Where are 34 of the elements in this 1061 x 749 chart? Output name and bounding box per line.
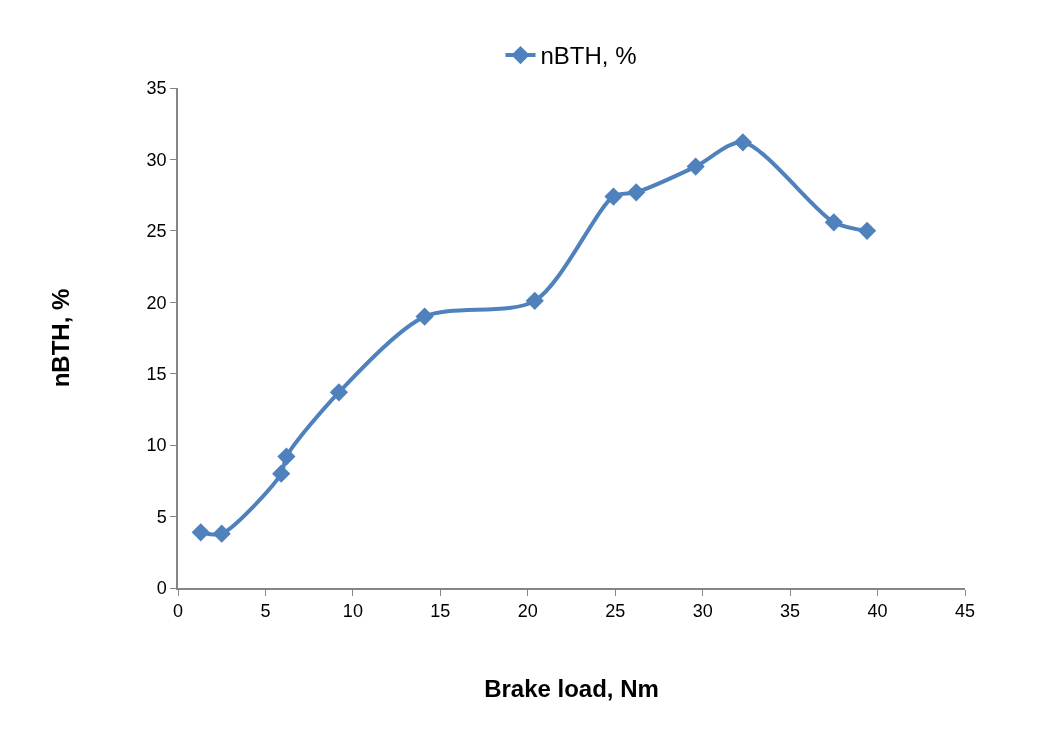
y-tick-label: 35 xyxy=(146,78,167,99)
x-tick-label: 30 xyxy=(692,601,713,622)
point xyxy=(277,447,296,466)
x-tick-label: 35 xyxy=(780,601,801,622)
x-tick-label: 0 xyxy=(172,601,184,622)
y-tick-label: 15 xyxy=(146,364,167,385)
y-tick-label: 0 xyxy=(156,578,167,599)
y-tick-label: 10 xyxy=(146,435,167,456)
point xyxy=(272,464,291,483)
point xyxy=(604,187,623,206)
point xyxy=(212,524,231,543)
y-tick-label: 30 xyxy=(146,149,167,170)
y-tick-label: 20 xyxy=(146,292,167,313)
x-tick-label: 25 xyxy=(605,601,626,622)
point xyxy=(525,291,544,310)
x-tick-label: 5 xyxy=(260,601,271,622)
x-tick-label: 15 xyxy=(430,601,451,622)
point xyxy=(191,523,210,542)
point xyxy=(733,133,752,152)
y-tick-label: 5 xyxy=(156,506,167,527)
y-axis-title: nBTH, % xyxy=(47,288,75,388)
point xyxy=(857,221,877,240)
x-tick-label: 40 xyxy=(867,601,888,622)
x-axis-title: Brake load, Nm xyxy=(484,675,659,703)
x-tick-label: 10 xyxy=(342,601,363,622)
point xyxy=(627,183,646,202)
point xyxy=(686,157,705,176)
y-tick-label: 25 xyxy=(146,221,167,242)
x-tick-label: 45 xyxy=(954,601,976,622)
point xyxy=(824,213,843,232)
x-tick-label: 20 xyxy=(517,601,538,622)
point xyxy=(329,383,348,402)
point xyxy=(415,307,434,326)
legend-label: nBTH, % xyxy=(540,42,637,70)
